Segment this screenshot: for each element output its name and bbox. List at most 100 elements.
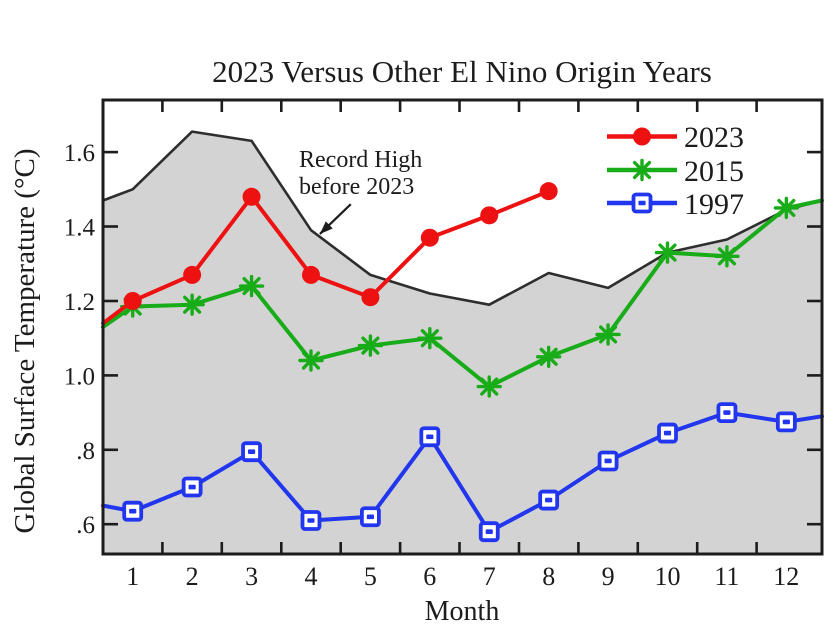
tick-labels-layer: 1 2 3 4 5 6 7 8 9 10 11 12.6.81.01.21.41.6 <box>64 140 800 591</box>
series-2015 <box>101 196 824 398</box>
marker-2023-month-8 <box>539 182 558 201</box>
chart-title: 2023 Versus Other El Nino Origin Years <box>212 54 712 89</box>
asterisk-spoke <box>361 336 380 355</box>
legend-marker-2023 <box>633 127 651 146</box>
marker-2015-month-7 <box>476 375 502 398</box>
marker-1997-month-2 <box>181 476 203 498</box>
plot-frame <box>101 98 824 556</box>
legend-label-2015: 2015 <box>684 155 744 188</box>
x-tick-label: 11 <box>714 562 739 591</box>
marker-1997-month-9 <box>597 450 619 472</box>
marker-2023-month-6 <box>420 228 439 247</box>
square-center-dash <box>366 514 374 520</box>
y-tick-label: .6 <box>76 512 95 539</box>
y-tick-label: 1.6 <box>64 140 95 167</box>
asterisk-spoke <box>598 325 618 344</box>
square-center-dash <box>782 419 790 425</box>
marker-1997-month-1 <box>122 500 144 522</box>
asterisk-spoke <box>777 198 796 218</box>
x-tick-label: 2 <box>186 562 199 591</box>
marker-2023-month-1 <box>123 291 142 310</box>
x-tick-label: 4 <box>305 562 318 591</box>
x-tick-label: 1 <box>126 562 139 591</box>
axis-ticks-layer <box>103 100 822 554</box>
legend-swatch-2023 <box>607 127 677 146</box>
series-2023 <box>101 182 558 326</box>
x-tick-label: 10 <box>655 562 681 591</box>
asterisk-spoke <box>632 160 652 180</box>
marker-2023-month-5 <box>361 288 380 307</box>
x-tick-label: 12 <box>773 562 799 591</box>
asterisk-spoke <box>480 377 499 396</box>
marker-2015-month-10 <box>654 241 681 264</box>
annotation-layer: Record High before 2023 <box>299 147 422 235</box>
marker-2015-month-2 <box>179 293 205 316</box>
marker-2023-month-7 <box>480 206 499 225</box>
legend-marker-1997 <box>631 192 653 214</box>
asterisk-spoke <box>658 243 677 262</box>
series-1997 <box>101 402 824 543</box>
marker-2015-month-8 <box>535 345 562 368</box>
square-center-dash <box>663 430 672 436</box>
annotation-arrow <box>319 203 352 235</box>
y-tick-label: 1.0 <box>64 363 95 390</box>
square-center-dash <box>485 529 493 534</box>
y-axis-title: Global Surface Temperature (°C) <box>9 148 41 533</box>
series-layer <box>101 182 824 543</box>
x-tick-label: 3 <box>245 562 258 591</box>
marker-1997-month-12 <box>775 411 797 433</box>
marker-2023-month-4 <box>301 265 320 284</box>
asterisk-spoke <box>539 347 558 366</box>
marker-2023-month-2 <box>183 265 202 284</box>
square-center-dash <box>129 508 137 514</box>
asterisk-spoke <box>242 276 261 296</box>
marker-1997-month-10 <box>657 422 678 444</box>
marker-2015-month-12 <box>773 196 800 220</box>
marker-2023-month-3 <box>242 187 261 206</box>
legend: 2023 2015 1997 <box>607 121 744 221</box>
arrow-head <box>319 221 333 234</box>
marker-2015-month-6 <box>417 326 443 350</box>
legend-swatch-2015 <box>607 158 677 182</box>
asterisk-spoke <box>717 247 737 266</box>
asterisk-spoke <box>183 295 202 314</box>
marker-2015-month-3 <box>238 274 265 298</box>
annotation-record-high-line1: Record High <box>299 147 422 173</box>
legend-label-1997: 1997 <box>684 188 744 221</box>
y-tick-label: 1.4 <box>64 215 96 242</box>
y-tick-label: .8 <box>76 438 95 465</box>
square-center-dash <box>247 449 256 454</box>
x-tick-label: 9 <box>602 562 615 591</box>
asterisk-spoke <box>420 329 439 348</box>
square-center-dash <box>604 458 612 464</box>
marker-1997-month-11 <box>716 402 738 423</box>
marker-2015-month-9 <box>595 323 621 346</box>
asterisk-spoke <box>301 351 321 370</box>
square-center-dash <box>638 200 646 206</box>
square-center-dash <box>307 518 315 523</box>
marker-2015-month-5 <box>357 334 384 357</box>
marker-2015-month-4 <box>298 349 324 372</box>
marker-1997-month-7 <box>478 521 500 543</box>
legend-label-2023: 2023 <box>684 121 744 154</box>
square-center-dash <box>545 497 553 503</box>
x-tick-label: 8 <box>542 562 555 591</box>
record-high-line <box>102 130 823 307</box>
square-center-dash <box>426 434 434 440</box>
marker-1997-month-4 <box>300 510 322 531</box>
x-tick-label: 6 <box>423 562 436 591</box>
x-tick-label: 5 <box>364 562 377 591</box>
marker-1997-month-8 <box>538 489 560 511</box>
square-center-dash <box>188 484 196 490</box>
legend-swatch-1997 <box>607 192 677 214</box>
marker-1997-month-5 <box>359 506 381 528</box>
y-tick-label: 1.2 <box>64 289 95 316</box>
legend-marker-2015 <box>629 158 655 182</box>
x-tick-label: 7 <box>483 562 496 591</box>
annotation-record-high-line2: before 2023 <box>299 174 414 200</box>
legend-swatches <box>607 127 677 214</box>
marker-2015-month-11 <box>714 245 740 268</box>
marker-1997-month-6 <box>419 426 441 448</box>
